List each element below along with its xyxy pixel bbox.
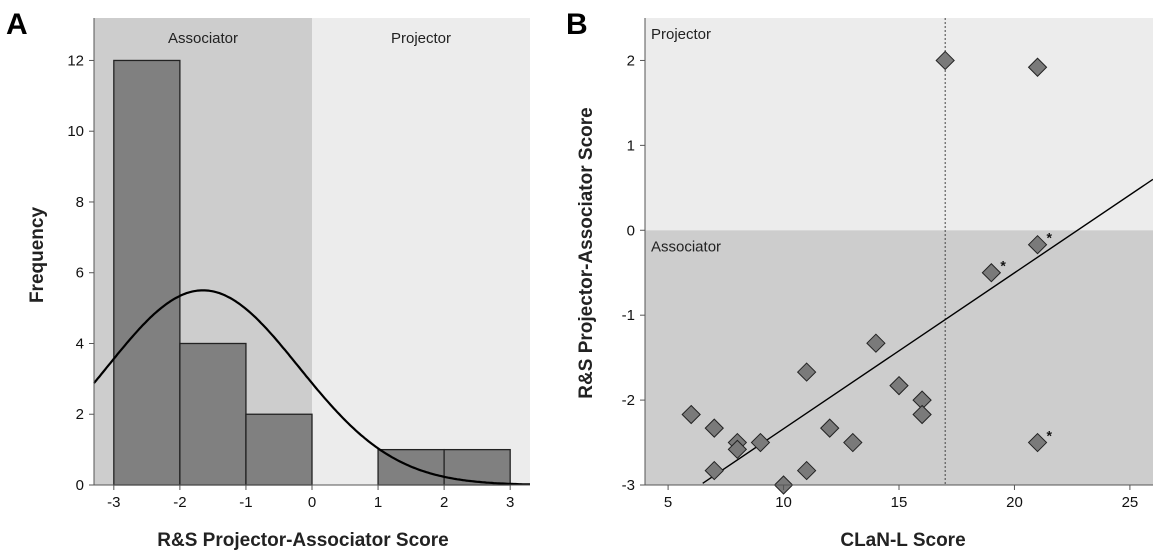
point-marker-asterisk: * [1000,258,1006,274]
x-tick-label: -2 [173,494,186,511]
panel-a-letter: A [6,8,28,41]
x-tick-label: 5 [664,494,672,511]
point-marker-asterisk: * [1047,230,1053,246]
panel-a-region-label-projector: Projector [391,30,451,47]
histogram-bar [113,59,181,486]
scatter-point [727,439,748,460]
scatter-point [866,333,886,353]
y-tick-label: 4 [76,335,84,352]
panel-a-region-label-associator: Associator [168,30,238,47]
scatter-point [750,432,771,453]
panel-b-y-axis-title: R&S Projector-Associator Score [576,107,597,398]
scatter-point [889,375,909,396]
histogram-bar [245,413,313,486]
histogram-bar [179,342,247,486]
panel-b-points: * * * [681,50,1053,495]
panel-a-region-projector [312,18,530,485]
x-tick-label: 2 [440,494,448,511]
panel-b-regression-line [702,178,1153,484]
scatter-point [843,432,863,453]
x-tick-label: 15 [891,494,908,511]
panel-a-normal-curve [93,289,530,486]
panel-b-region-associator [645,230,1153,485]
scatter-point [981,263,1002,283]
point-marker-asterisk: * [1047,428,1053,444]
scatter-point [704,460,724,481]
panel-b-x-axis-title: CLaN-L Score [840,530,965,551]
x-tick-label: 20 [1006,494,1023,511]
panel-b-regions: Projector Associator [645,18,1153,485]
y-tick-label: -1 [622,307,635,324]
y-tick-label: 2 [627,52,635,69]
y-tick-label: -3 [622,477,635,494]
scatter-point [681,404,701,425]
y-tick-label: 10 [67,123,84,140]
scatter-point [1027,234,1048,255]
scatter-point [1027,432,1048,453]
y-tick-label: 0 [627,222,635,239]
scatter-point [1027,57,1048,77]
y-tick-label: 12 [67,52,84,69]
x-tick-label: 25 [1122,494,1139,511]
panel-a-histogram: A Associator Projector -3 -2 -1 0 1 2 3 0246810… [6,8,530,551]
panel-b-y-ticks: -3 -2 -1 0 1 2 [622,52,645,494]
y-tick-label: 2 [76,406,84,423]
x-tick-label: 0 [308,494,316,511]
x-tick-label: -1 [239,494,252,511]
panel-b-letter: B [566,8,588,41]
panel-a-x-ticks: -3 -2 -1 0 1 2 3 [107,485,514,511]
panel-b-x-ticks: 5 10 15 20 25 [664,485,1138,511]
scatter-point [935,50,955,71]
panel-b-region-label-projector: Projector [651,26,711,43]
x-tick-label: 10 [775,494,792,511]
panel-b-region-projector [645,18,1153,231]
y-tick-label: 8 [76,194,84,211]
scatter-point [796,362,817,382]
scatter-point [912,404,932,425]
x-tick-label: -3 [107,494,120,511]
scatter-point [796,460,817,481]
scatter-point [704,418,724,438]
y-tick-label: -2 [622,392,635,409]
panel-b-region-label-associator: Associator [651,238,721,255]
x-tick-label: 1 [374,494,382,511]
x-tick-label: 3 [506,494,514,511]
y-tick-label: 6 [76,265,84,282]
panel-a-y-axis-title: Frequency [27,207,48,304]
y-tick-label: 0 [76,477,84,494]
panel-a-x-axis-title: R&S Projector-Associator Score [157,530,448,551]
scatter-point [820,418,840,438]
y-tick-label: 1 [627,137,635,154]
panel-a-bars [113,59,511,486]
panel-a-y-ticks: 0 2 4 6 8 10 12 [67,52,94,494]
